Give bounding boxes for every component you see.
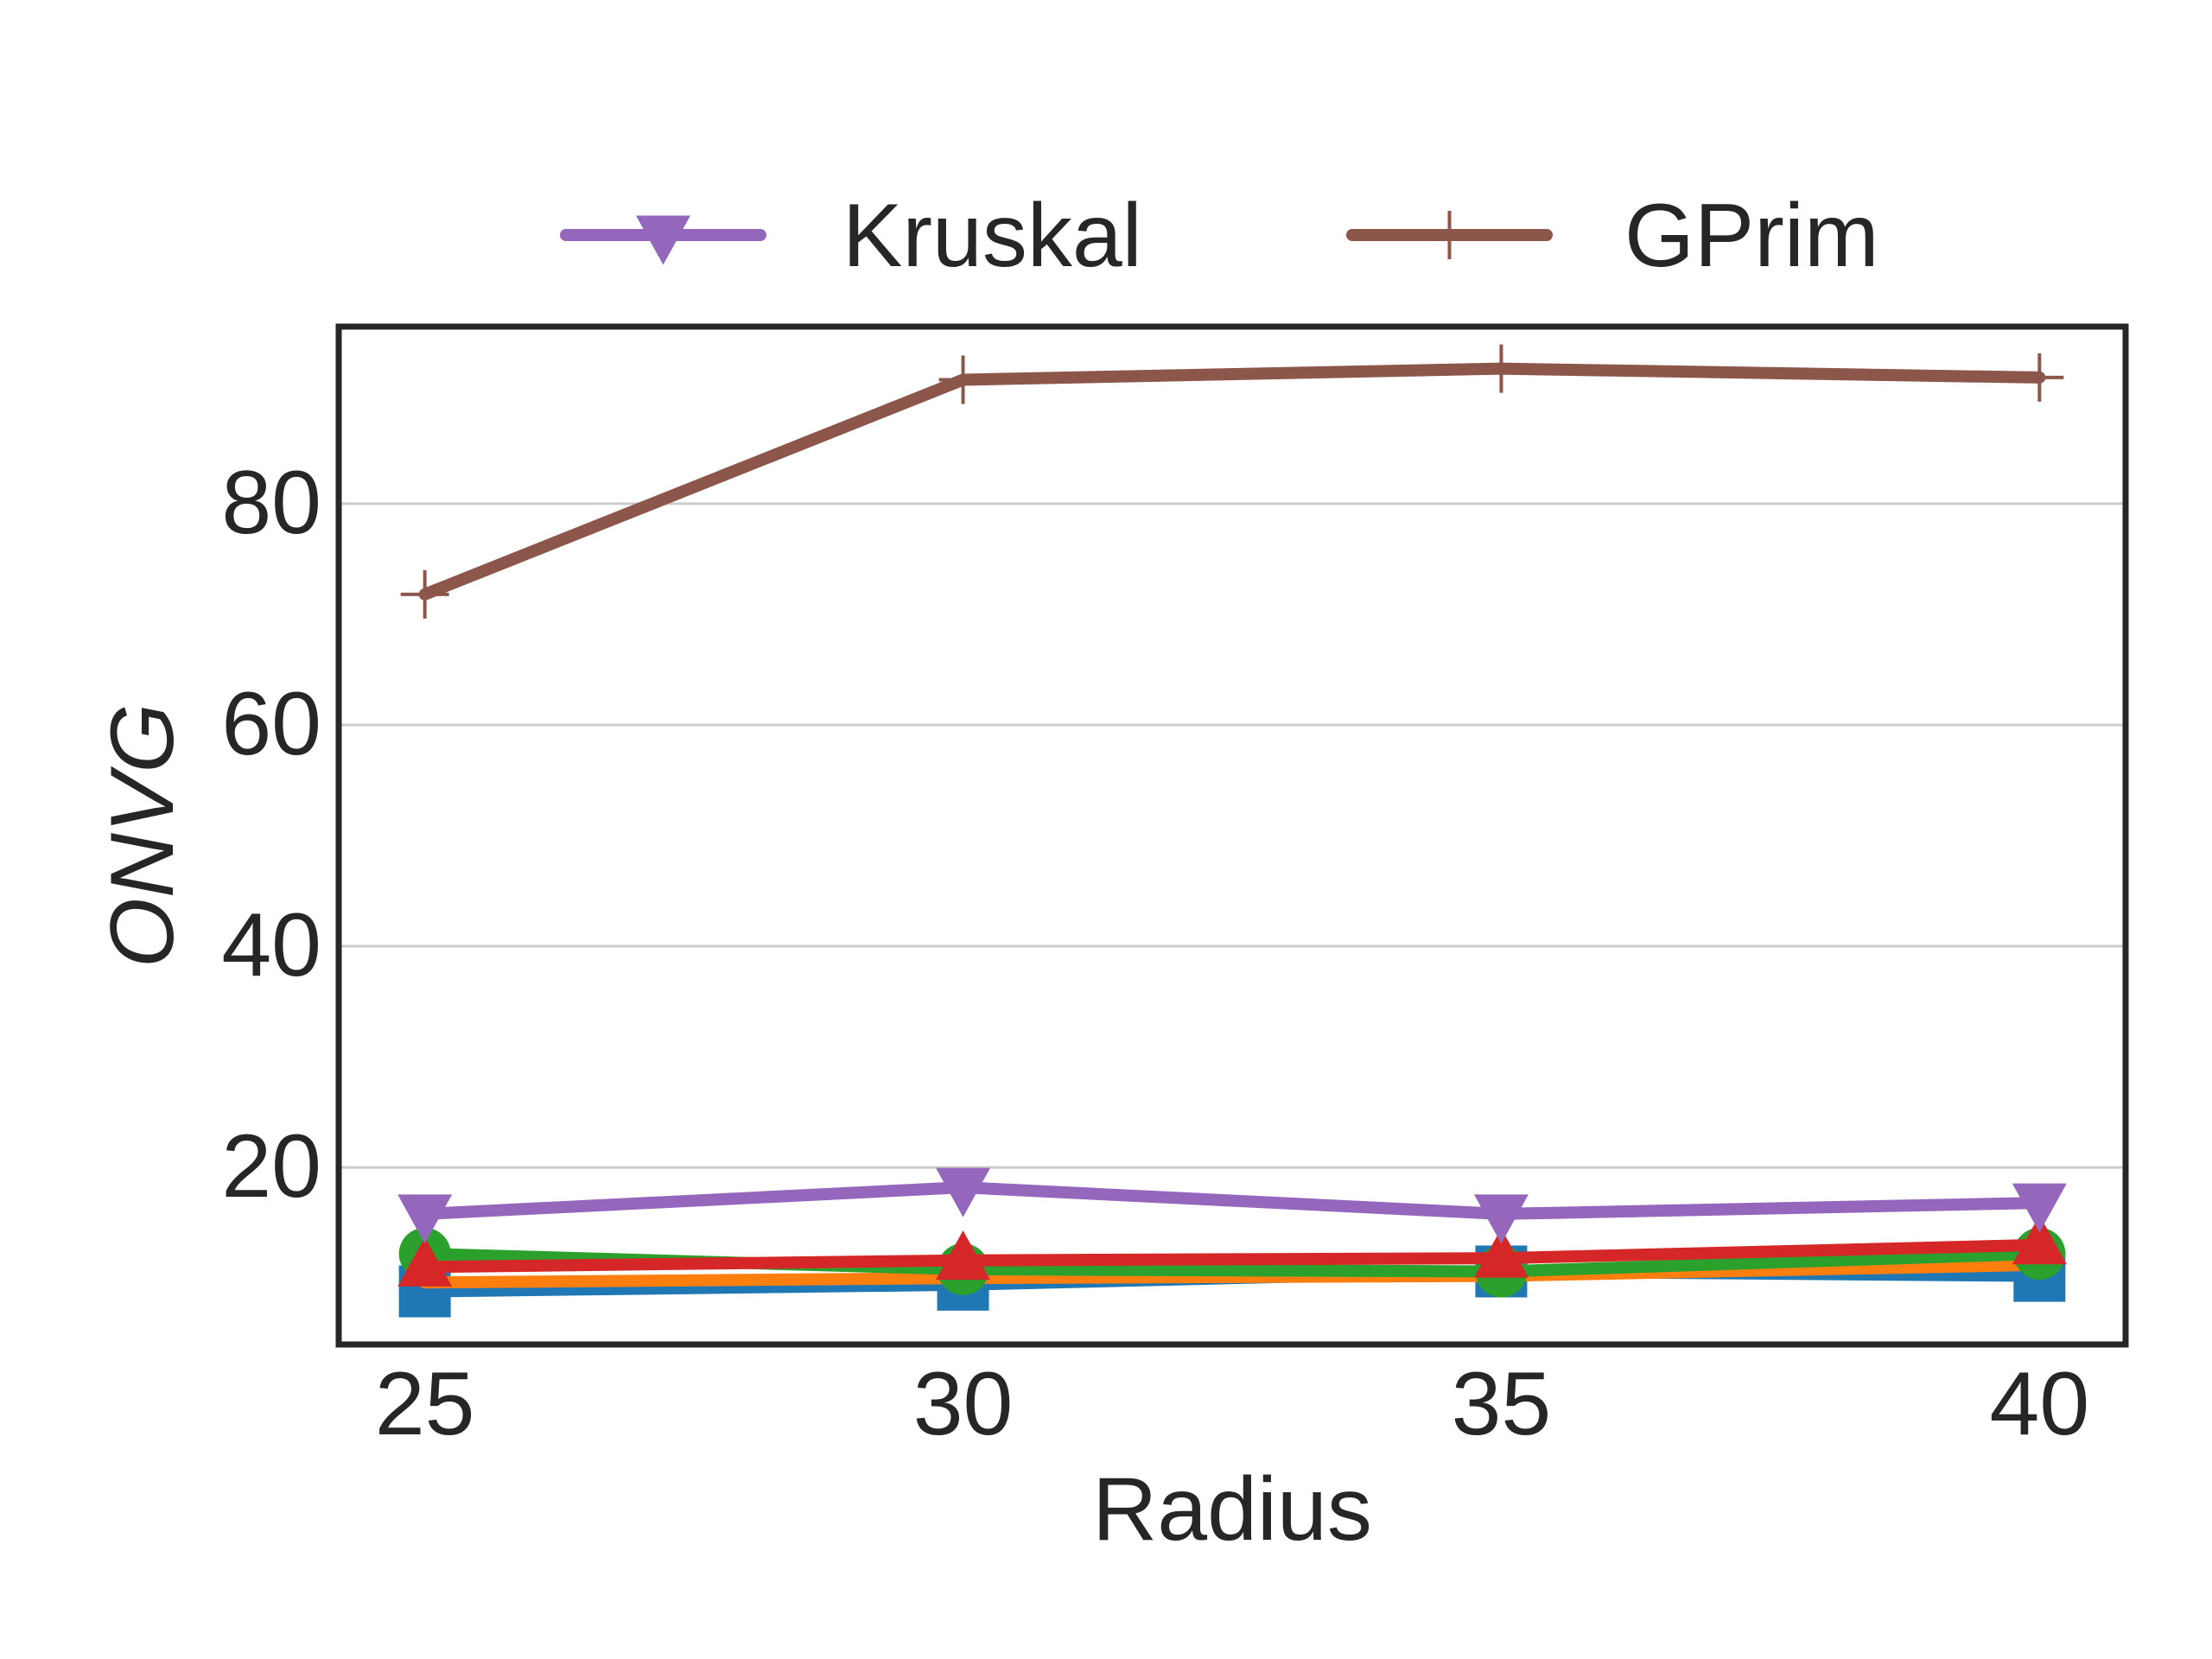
series-4	[397, 1167, 2067, 1244]
y-tick-label: 80	[221, 453, 321, 553]
series-line	[418, 1238, 2046, 1274]
series-5	[400, 344, 2064, 619]
data-point	[938, 355, 988, 404]
plot-frame	[335, 323, 2129, 1348]
series-line	[418, 362, 2046, 601]
data-point	[1477, 344, 1526, 393]
data-point	[936, 1230, 991, 1281]
series-layer	[397, 344, 2067, 1318]
data-point	[1473, 1194, 1529, 1244]
legend-label: Kruskal	[842, 186, 1142, 286]
y-tick-label: 40	[221, 895, 321, 995]
series-line	[418, 1258, 2046, 1289]
series-3	[397, 1215, 2067, 1287]
legend-marker	[636, 215, 690, 265]
x-tick-label: 40	[1989, 1354, 2089, 1454]
data-point	[2015, 353, 2064, 402]
legend-marker	[1425, 211, 1474, 259]
legend: Kruskal GPrim	[560, 186, 1879, 286]
legend-label: GPrim	[1624, 186, 1879, 286]
data-point	[397, 1236, 453, 1287]
series-line	[418, 1181, 2046, 1220]
series-1	[418, 1258, 2046, 1289]
data-point	[400, 569, 449, 619]
y-axis-label: ONVG	[92, 703, 193, 968]
grid-lines	[339, 502, 2126, 1169]
tick-labels: 20 40 60 80 25 30 35 40	[221, 453, 2089, 1454]
data-point	[936, 1167, 991, 1217]
x-axis-label: Radius	[1092, 1459, 1372, 1560]
y-tick-label: 20	[221, 1116, 321, 1217]
data-point	[1473, 1228, 1529, 1278]
legend-entry-gprim: GPrim	[1346, 186, 1879, 286]
x-tick-label: 35	[1452, 1354, 1552, 1454]
x-tick-label: 25	[375, 1354, 475, 1454]
data-point	[2012, 1183, 2067, 1233]
y-tick-label: 60	[221, 674, 321, 774]
data-point	[397, 1194, 453, 1244]
data-point	[2012, 1215, 2067, 1265]
legend-entry-kruskal: Kruskal	[560, 186, 1142, 286]
x-tick-label: 30	[913, 1354, 1014, 1454]
